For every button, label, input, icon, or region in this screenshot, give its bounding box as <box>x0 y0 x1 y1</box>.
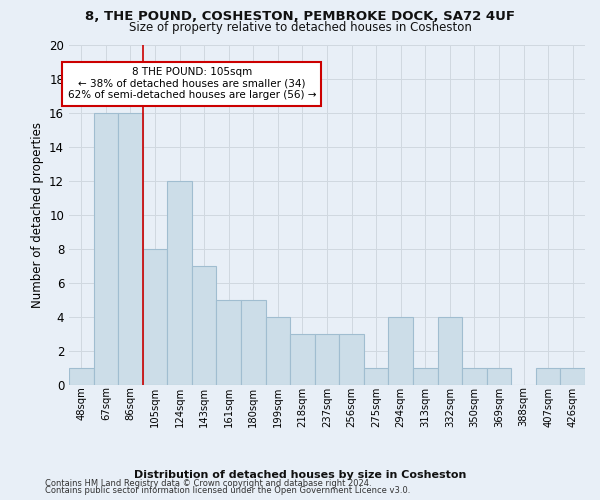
Text: Contains HM Land Registry data © Crown copyright and database right 2024.: Contains HM Land Registry data © Crown c… <box>45 479 371 488</box>
Text: Contains public sector information licensed under the Open Government Licence v3: Contains public sector information licen… <box>45 486 410 495</box>
Text: Size of property relative to detached houses in Cosheston: Size of property relative to detached ho… <box>128 21 472 34</box>
Bar <box>536 368 560 385</box>
Bar <box>487 368 511 385</box>
Text: 8 THE POUND: 105sqm
← 38% of detached houses are smaller (34)
62% of semi-detach: 8 THE POUND: 105sqm ← 38% of detached ho… <box>68 67 316 100</box>
Bar <box>192 266 217 385</box>
Text: 8, THE POUND, COSHESTON, PEMBROKE DOCK, SA72 4UF: 8, THE POUND, COSHESTON, PEMBROKE DOCK, … <box>85 10 515 23</box>
Bar <box>315 334 339 385</box>
Bar <box>69 368 94 385</box>
Bar <box>462 368 487 385</box>
Bar <box>241 300 266 385</box>
Text: Distribution of detached houses by size in Cosheston: Distribution of detached houses by size … <box>134 470 466 480</box>
Bar <box>339 334 364 385</box>
Bar <box>290 334 315 385</box>
Bar <box>118 113 143 385</box>
Bar <box>560 368 585 385</box>
Bar <box>167 181 192 385</box>
Bar <box>413 368 437 385</box>
Bar <box>364 368 388 385</box>
Bar <box>266 317 290 385</box>
Bar <box>437 317 462 385</box>
Bar <box>388 317 413 385</box>
Y-axis label: Number of detached properties: Number of detached properties <box>31 122 44 308</box>
Bar <box>94 113 118 385</box>
Bar <box>217 300 241 385</box>
Bar <box>143 249 167 385</box>
